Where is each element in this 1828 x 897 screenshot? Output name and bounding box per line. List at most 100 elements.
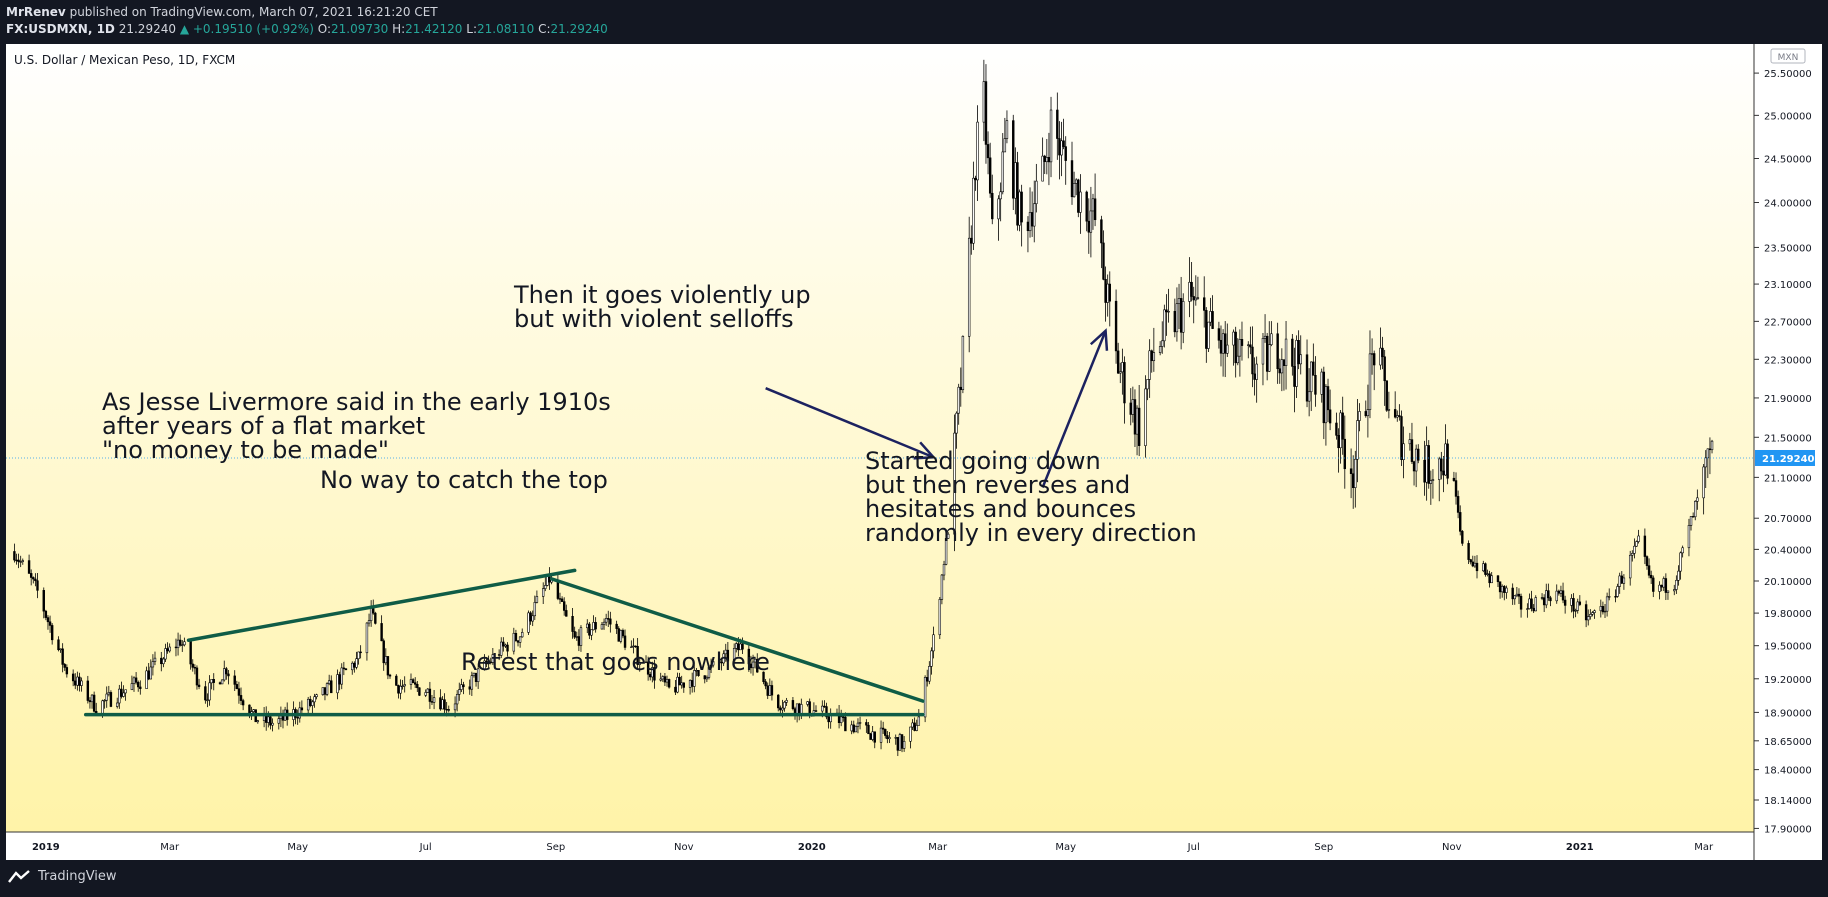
candle-body bbox=[1708, 448, 1712, 451]
candle bbox=[1383, 349, 1386, 406]
candle-body bbox=[1175, 303, 1179, 333]
candle bbox=[1649, 570, 1653, 585]
candle-body bbox=[1574, 610, 1577, 612]
candle-body bbox=[212, 679, 215, 683]
annotation-text[interactable]: but then reverses and bbox=[865, 471, 1130, 499]
currency-badge: MXN bbox=[1778, 53, 1799, 63]
annotation-text[interactable]: but with violent selloffs bbox=[514, 305, 794, 333]
time-tick-label: Nov bbox=[1442, 842, 1462, 853]
annotation-text[interactable]: Then it goes violently up bbox=[513, 281, 811, 309]
candle bbox=[27, 554, 31, 574]
symbol-label[interactable]: FX:USDMXN, 1D bbox=[6, 22, 115, 36]
candle-body bbox=[395, 675, 398, 686]
candle-body bbox=[1295, 340, 1298, 387]
candle bbox=[1519, 593, 1523, 618]
candle bbox=[791, 697, 795, 711]
time-axis[interactable]: 2019 Mar May Jul Sep Nov 2020 Mar May Jul Sep Nov 20… bbox=[32, 842, 1714, 853]
candle bbox=[1591, 611, 1594, 617]
candle-body bbox=[1087, 220, 1090, 233]
annotation-text[interactable]: randomly in every direction bbox=[865, 519, 1197, 547]
candle-body bbox=[13, 551, 16, 561]
candle-body bbox=[1601, 606, 1605, 613]
time-tick-label: May bbox=[287, 842, 308, 853]
price-tick-label: 18.14000 bbox=[1764, 796, 1812, 807]
candle bbox=[732, 643, 736, 667]
candle-body bbox=[1016, 162, 1019, 226]
low-value: 21.08110 bbox=[477, 22, 535, 36]
high-label: H: bbox=[392, 22, 406, 36]
candle-body bbox=[1414, 448, 1418, 472]
annotation-text[interactable]: Retest that goes nowhere bbox=[461, 648, 770, 676]
candle bbox=[1664, 573, 1668, 601]
candle bbox=[1427, 440, 1430, 489]
candle-body bbox=[902, 740, 906, 749]
candle bbox=[359, 645, 362, 659]
candle bbox=[976, 105, 979, 202]
candle bbox=[957, 383, 960, 425]
annotation-text[interactable]: Started going down bbox=[865, 447, 1101, 475]
annotation-text[interactable]: As Jesse Livermore said in the early 191… bbox=[102, 388, 611, 416]
candle bbox=[527, 610, 530, 635]
candle-body bbox=[1192, 296, 1195, 301]
candle-body bbox=[17, 559, 20, 562]
currency-badge-box bbox=[1770, 48, 1806, 64]
candle-body bbox=[430, 701, 434, 703]
candle bbox=[1343, 415, 1347, 489]
candle-body bbox=[1666, 590, 1670, 593]
candle-body bbox=[311, 701, 314, 706]
candle bbox=[512, 627, 516, 655]
candle-body bbox=[344, 668, 348, 671]
time-axis-background bbox=[6, 832, 1754, 860]
annotation-text[interactable]: after years of a flat market bbox=[102, 412, 425, 440]
candle bbox=[239, 687, 243, 705]
candle bbox=[1454, 472, 1458, 505]
candle bbox=[693, 664, 696, 693]
annotation-text[interactable]: "no money to be made" bbox=[102, 436, 389, 464]
candle bbox=[418, 687, 421, 697]
price-chart[interactable]: U.S. Dollar / Mexican Peso, 1D, FXCM As … bbox=[6, 44, 1822, 860]
candle-body bbox=[1249, 344, 1252, 348]
annotation-text[interactable]: No way to catch the top bbox=[320, 466, 608, 494]
candle bbox=[1601, 601, 1605, 615]
candle bbox=[1496, 575, 1500, 587]
candle-body bbox=[1278, 368, 1281, 374]
candle-body bbox=[617, 628, 620, 642]
candle-body bbox=[90, 694, 94, 703]
candle bbox=[460, 678, 463, 693]
candle-body bbox=[785, 700, 788, 703]
trendline-down-trend[interactable] bbox=[549, 577, 925, 703]
candle-body bbox=[521, 632, 524, 638]
candle-body bbox=[132, 677, 136, 684]
published-text: published on TradingView.com, March 07, … bbox=[69, 5, 438, 19]
candle bbox=[1643, 528, 1647, 565]
candle-body bbox=[76, 676, 79, 686]
candle-body bbox=[623, 635, 627, 648]
candle-body bbox=[445, 708, 448, 711]
candle bbox=[1116, 342, 1120, 374]
candle-body bbox=[338, 674, 341, 685]
candle bbox=[988, 142, 992, 198]
arrow-head bbox=[913, 441, 937, 460]
arrow-shaft bbox=[765, 387, 934, 459]
price-axis[interactable]: 25.50000 25.00000 24.50000 24.00000 23.50000… bbox=[1754, 69, 1812, 835]
candle-body bbox=[1482, 563, 1485, 572]
arrow-up-move[interactable] bbox=[765, 387, 937, 460]
candle-body bbox=[529, 612, 532, 622]
candle bbox=[462, 681, 465, 695]
candle-body bbox=[900, 734, 904, 749]
candle-body bbox=[514, 632, 518, 641]
candle bbox=[1368, 330, 1372, 419]
tradingview-brand[interactable]: TradingView bbox=[8, 869, 117, 884]
author-name[interactable]: MrRenev bbox=[6, 5, 66, 19]
candle bbox=[443, 693, 446, 716]
candle bbox=[1207, 321, 1210, 352]
candle-body bbox=[432, 697, 436, 703]
arrow-down-reversal[interactable] bbox=[1041, 328, 1109, 488]
trendline-upper-trend[interactable] bbox=[186, 568, 577, 642]
candle bbox=[1085, 190, 1088, 232]
candle-body bbox=[1587, 616, 1590, 621]
candle-body bbox=[1085, 191, 1088, 222]
candle-body bbox=[1549, 597, 1552, 602]
annotation-text[interactable]: hesitates and bounces bbox=[865, 495, 1136, 523]
candle-body bbox=[827, 716, 830, 723]
